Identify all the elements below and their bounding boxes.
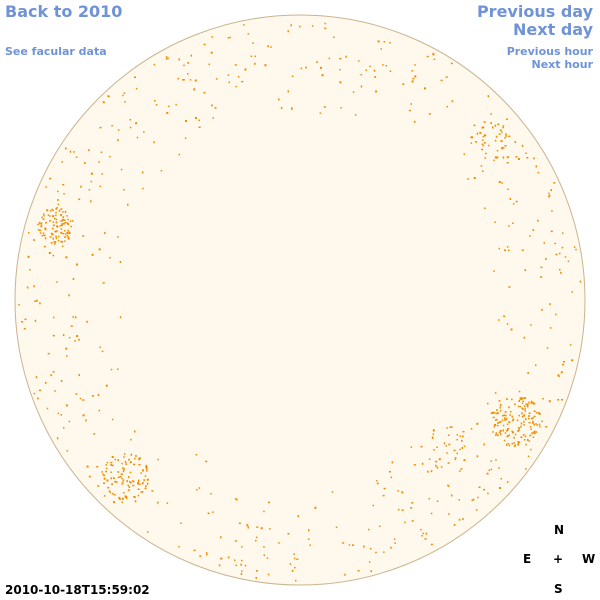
compass-center: + — [553, 552, 564, 566]
solar-disk — [14, 14, 586, 586]
next-day-link[interactable]: Next day — [513, 20, 593, 39]
next-hour-link[interactable]: Next hour — [531, 58, 594, 71]
compass-west: W — [582, 552, 596, 566]
previous-hour-link[interactable]: Previous hour — [506, 45, 593, 58]
back-to-year-link[interactable]: Back to 2010 — [5, 2, 123, 21]
compass-east: E — [523, 552, 532, 566]
compass-south: S — [554, 582, 563, 596]
compass-north: N — [554, 523, 565, 537]
previous-day-link[interactable]: Previous day — [476, 2, 593, 21]
see-facular-data-link[interactable]: See facular data — [5, 45, 107, 58]
observation-timestamp: 2010-10-18T15:59:02 — [5, 583, 150, 597]
magnetic-feature-points — [18, 22, 582, 582]
